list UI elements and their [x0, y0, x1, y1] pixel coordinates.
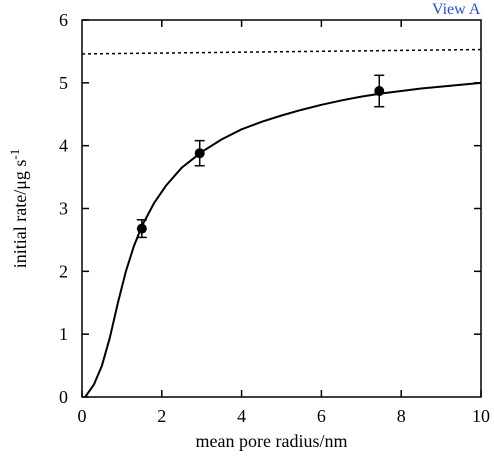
y-tick-label: 1 — [59, 324, 68, 344]
y-tick-label: 2 — [59, 261, 68, 281]
x-tick-label: 10 — [472, 406, 490, 426]
view-article-link[interactable]: View A — [432, 1, 481, 18]
y-tick-label: 6 — [59, 10, 68, 30]
plot-frame — [81, 19, 482, 398]
y-tick-label: 5 — [59, 73, 68, 93]
y-axis-title: initial rate/μg s-1 — [7, 149, 30, 268]
limit-dotted-line — [81, 48, 482, 55]
y-tick-label: 0 — [59, 387, 68, 407]
x-tick-label: 6 — [317, 406, 326, 426]
plot-area: 0 2 4 6 8 10 0 1 2 3 4 5 6 mean pore radius/nm initial… — [7, 10, 490, 451]
y-tick-label: 3 — [59, 199, 68, 219]
x-axis-title: mean pore radius/nm — [196, 431, 348, 451]
fit-curve — [84, 81, 482, 398]
x-tick-label: 8 — [397, 406, 406, 426]
y-tick-label: 4 — [59, 136, 68, 156]
x-tick-label: 4 — [237, 406, 246, 426]
x-tick-label: 0 — [78, 406, 87, 426]
y-axis-title-superscript: -1 — [7, 149, 22, 160]
x-tick-label: 2 — [157, 406, 166, 426]
